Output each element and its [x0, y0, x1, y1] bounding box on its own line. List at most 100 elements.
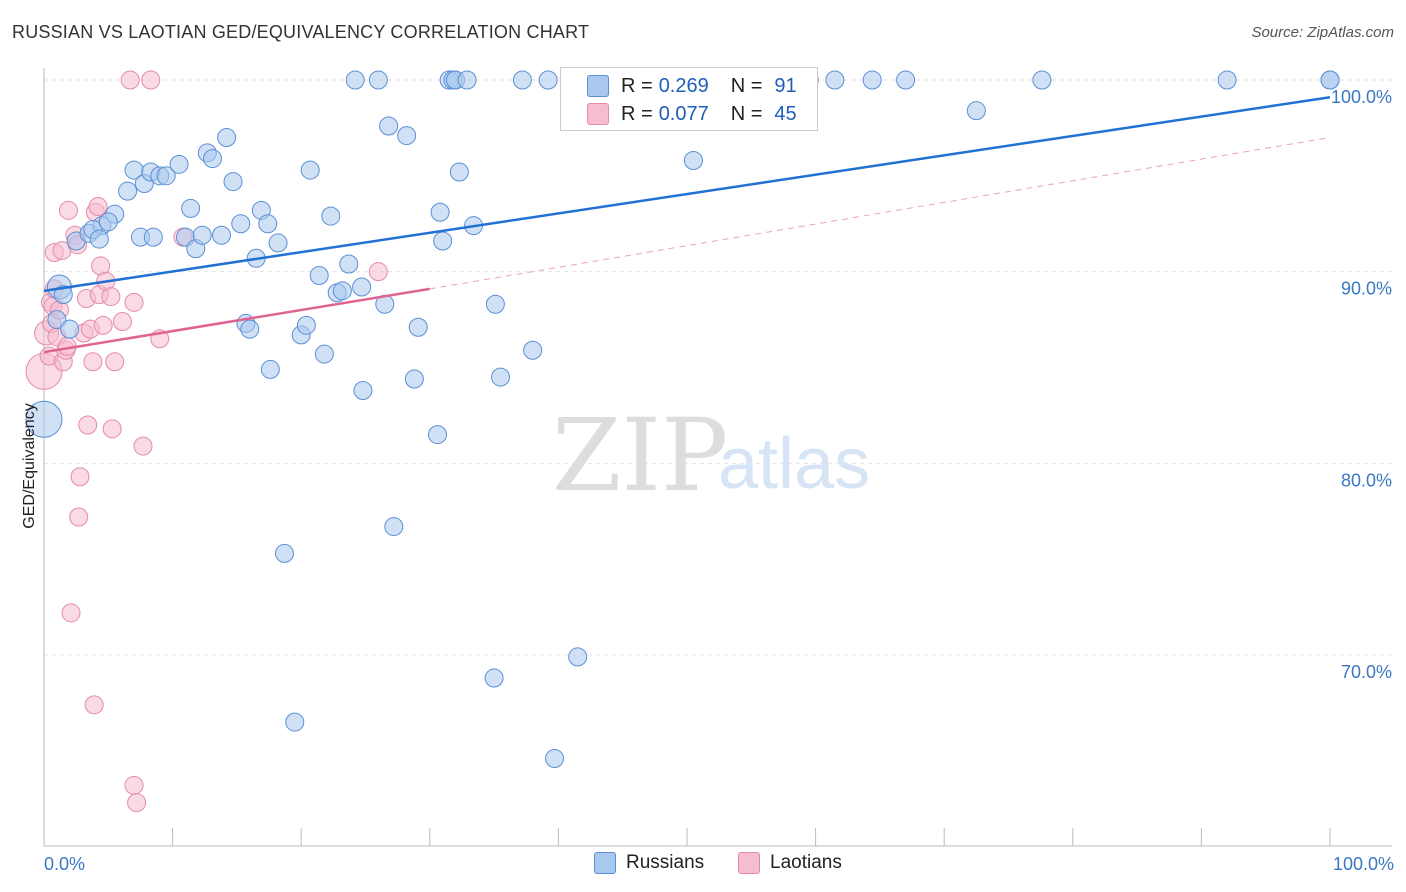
- laotian-point: [70, 467, 90, 487]
- legend-r-label: R =: [621, 102, 653, 125]
- laotian-point: [101, 287, 121, 307]
- laotian-points: [25, 70, 388, 813]
- russian-point: [98, 212, 118, 232]
- russian-point: [568, 647, 588, 667]
- laotian-point: [78, 415, 98, 435]
- legend-n-value: 91: [774, 74, 797, 97]
- laotian-point: [112, 312, 132, 331]
- stats-legend: R = 0.269 N = 91 R = 0.077 N = 45: [560, 67, 818, 131]
- russian-point: [352, 277, 372, 297]
- russian-point: [825, 70, 845, 90]
- laotian-point: [84, 695, 104, 715]
- russian-point: [274, 543, 294, 563]
- russian-point: [217, 128, 237, 147]
- russian-point: [47, 310, 67, 330]
- laotian-point: [120, 70, 140, 90]
- laotian-point: [69, 507, 89, 527]
- laotian-point: [124, 775, 144, 795]
- russian-point: [683, 151, 703, 170]
- russian-point: [321, 206, 341, 226]
- russian-point: [211, 225, 231, 245]
- russian-point: [314, 344, 334, 364]
- russian-point: [512, 70, 532, 90]
- russian-point: [89, 229, 109, 249]
- russian-point: [223, 172, 243, 192]
- laotian-trend-line: [43, 287, 431, 354]
- laotian-point: [141, 70, 161, 90]
- bottom-legend-label: Laotians: [770, 852, 842, 873]
- russian-point: [379, 116, 399, 136]
- russian-point: [430, 202, 450, 222]
- russian-point: [332, 281, 352, 301]
- y-tick-label: 80.0%: [1341, 470, 1392, 490]
- russian-point: [353, 381, 373, 400]
- laotian-point: [88, 197, 108, 216]
- russian-point: [143, 227, 163, 247]
- laotian-point: [127, 793, 147, 813]
- russian-point: [260, 359, 280, 379]
- watermark-zip: ZIP: [552, 397, 728, 514]
- legend-r-value: 0.269: [658, 74, 709, 97]
- y-tick-label: 70.0%: [1341, 662, 1392, 682]
- russian-point: [60, 319, 80, 339]
- russian-point: [1217, 70, 1237, 90]
- russian-point: [25, 400, 63, 438]
- russian-point: [862, 70, 882, 90]
- russian-point: [118, 181, 138, 201]
- legend-r-label: R =: [621, 74, 653, 97]
- laotian-point: [61, 603, 81, 623]
- laotian-trend-extension: [429, 137, 1331, 290]
- russian-point: [485, 294, 505, 314]
- laotian-point: [58, 200, 78, 220]
- russian-point: [309, 266, 329, 285]
- axes: [43, 68, 1392, 847]
- laotian-point: [124, 292, 144, 312]
- russian-point: [285, 712, 305, 732]
- laotian-point: [93, 315, 113, 335]
- bottom-legend-label: Russians: [626, 852, 705, 873]
- russian-point: [491, 367, 511, 387]
- russian-point: [258, 214, 278, 234]
- laotian-point: [83, 352, 103, 372]
- x-tick-label-max: 100.0%: [1333, 854, 1394, 874]
- russian-point: [1032, 70, 1052, 90]
- watermark: ZIP atlas: [552, 397, 870, 514]
- russian-point: [523, 340, 543, 360]
- russian-point: [966, 101, 986, 121]
- bottom-legend-russians: Russians: [594, 852, 704, 874]
- legend-row-russians: R = 0.269 N = 91: [561, 72, 797, 100]
- russian-point: [408, 317, 428, 337]
- russian-point: [896, 70, 916, 90]
- russian-point: [192, 225, 212, 245]
- russian-point: [339, 254, 359, 274]
- russian-point: [231, 214, 251, 234]
- russian-point: [484, 668, 504, 688]
- russian-point: [397, 126, 417, 146]
- russian-point: [181, 198, 201, 218]
- russian-point: [300, 160, 320, 180]
- legend-n-label: N =: [730, 74, 763, 97]
- russian-point: [156, 166, 176, 186]
- russian-point: [296, 315, 316, 335]
- laotian-point: [133, 436, 153, 456]
- russian-point: [545, 749, 565, 768]
- russian-swatch: [594, 852, 616, 874]
- y-tick-labels: 70.0% 80.0% 90.0% 100.0%: [1331, 87, 1392, 682]
- russian-point: [268, 233, 288, 253]
- russian-point: [202, 149, 222, 169]
- russian-point: [53, 285, 73, 305]
- russian-point: [428, 425, 448, 445]
- laotian-swatch: [587, 103, 609, 125]
- russian-point: [433, 231, 453, 251]
- russian-point: [449, 162, 469, 182]
- y-axis-label: GED/Equivalency: [21, 403, 38, 528]
- russian-point: [404, 369, 424, 389]
- russian-point: [368, 70, 388, 90]
- russian-point: [240, 319, 260, 339]
- russian-point: [384, 517, 404, 537]
- russian-swatch: [587, 75, 609, 97]
- trend-lines: [43, 96, 1331, 354]
- russian-point: [538, 70, 558, 90]
- source-label: Source: ZipAtlas.com: [1251, 24, 1394, 41]
